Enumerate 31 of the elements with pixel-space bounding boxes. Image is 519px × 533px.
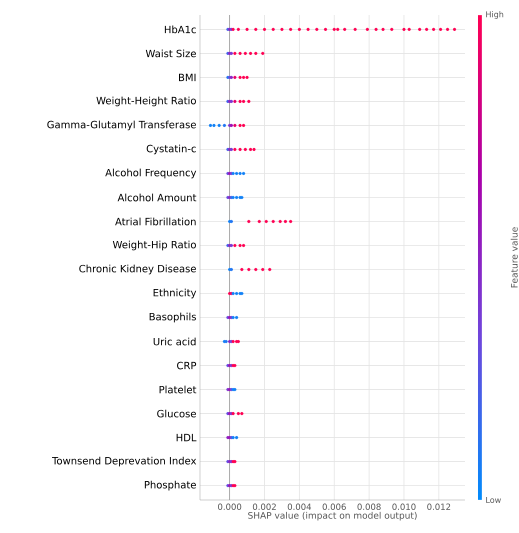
color-bar-title: Feature value bbox=[510, 227, 518, 288]
x-axis-title: SHAP value (impact on model output) bbox=[248, 512, 417, 521]
y-tick-label: Weight-Height Ratio bbox=[96, 96, 196, 106]
y-tick-label: Waist Size bbox=[146, 50, 196, 58]
y-tick-label: Platelet bbox=[160, 386, 196, 394]
y-tick-label: Ethnicity bbox=[154, 288, 196, 298]
x-tick-label: 0.002 bbox=[252, 504, 276, 510]
y-tick-label: Glucose bbox=[157, 410, 196, 418]
y-tick-label: Alcohol Amount bbox=[118, 194, 196, 202]
y-tick-label: Uric acid bbox=[154, 338, 196, 346]
y-tick-label: BMI bbox=[179, 74, 196, 82]
x-tick-label: 0.000 bbox=[218, 504, 242, 510]
x-tick-label: 0.004 bbox=[288, 504, 312, 510]
y-tick-label: Cystatin-c bbox=[146, 144, 196, 154]
y-tick-label: Townsend Deprevation Index bbox=[52, 456, 196, 466]
text: Low bbox=[486, 497, 501, 503]
y-tick-label: Phosphate bbox=[144, 480, 196, 490]
x-tick-label: 0.010 bbox=[392, 504, 416, 510]
y-tick-label: Chronic Kidney Disease bbox=[79, 264, 196, 274]
x-tick-label: 0.008 bbox=[358, 504, 381, 510]
y-tick-label: HbA1c bbox=[164, 26, 196, 34]
y-tick-label: Atrial Fibrillation bbox=[115, 218, 196, 226]
y-tick-label: Alcohol Frequency bbox=[105, 168, 196, 178]
y-tick-label: HDL bbox=[176, 434, 196, 442]
x-tick-label: 0.012 bbox=[427, 504, 450, 510]
y-tick-label: Basophils bbox=[150, 312, 196, 322]
text: High bbox=[486, 11, 504, 19]
y-tick-label: Gamma-Glutamyl Transferase bbox=[47, 120, 196, 130]
x-tick-label: 0.006 bbox=[322, 504, 346, 510]
y-tick-label: CRP bbox=[177, 362, 196, 370]
y-tick-label: Weight-Hip Ratio bbox=[112, 240, 196, 250]
